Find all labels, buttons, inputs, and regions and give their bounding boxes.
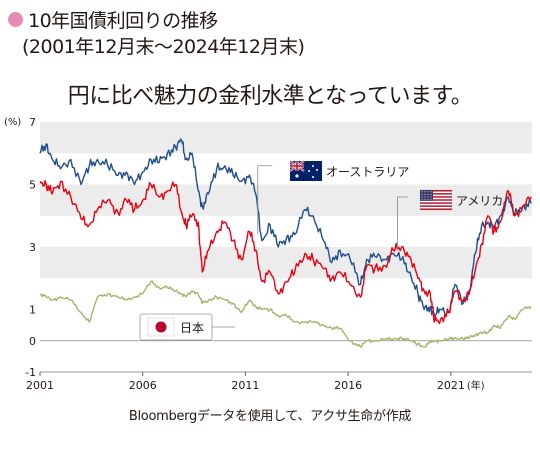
x-tick-label: 2016 bbox=[334, 379, 362, 392]
australia-flag bbox=[289, 160, 322, 181]
x-tick-label: 2021 bbox=[437, 379, 465, 392]
leader-line bbox=[257, 165, 273, 235]
chart-headline: 円に比べ魅力の金利水準となっています。 bbox=[67, 84, 473, 109]
title-row: 10年国債利回りの推移 bbox=[8, 6, 218, 33]
grid-band bbox=[40, 247, 532, 279]
x-tick-label: 2001 bbox=[26, 379, 54, 392]
y-tick-label: 5 bbox=[29, 179, 36, 192]
usa-flag bbox=[419, 189, 453, 211]
grid-band bbox=[40, 122, 532, 154]
y-tick-label: 3 bbox=[29, 241, 36, 254]
series-lines bbox=[39, 138, 532, 348]
x-tick-label: 2006 bbox=[129, 379, 157, 392]
x-tick-label: 2011 bbox=[231, 379, 259, 392]
chart-title: 10年国債利回りの推移 bbox=[28, 10, 218, 32]
y-tick-label: 7 bbox=[29, 116, 36, 129]
series-label-usa: アメリカ bbox=[456, 194, 503, 208]
series-line-japan bbox=[39, 280, 532, 348]
title-bullet-icon bbox=[8, 12, 23, 27]
y-tick-label: 0 bbox=[29, 335, 36, 348]
x-axis: 2001 2006 2011 2016 2021 (年) bbox=[26, 372, 485, 392]
y-unit-label: (%) bbox=[4, 117, 21, 128]
y-axis: -1 0 1 3 5 7 (%) bbox=[4, 116, 36, 379]
y-tick-label: 1 bbox=[29, 304, 36, 317]
grid-bands bbox=[40, 122, 532, 373]
series-line-australia bbox=[39, 138, 532, 317]
series-line-usa bbox=[39, 179, 532, 325]
series-label-australia: オーストラリア bbox=[326, 165, 409, 179]
chart-period: (2001年12月末～2024年12月末) bbox=[22, 36, 305, 58]
y-tick-label: -1 bbox=[25, 366, 36, 379]
source-caption: Bloombergデータを使用して、アクサ生命が作成 bbox=[128, 409, 412, 424]
leader-line bbox=[397, 196, 408, 251]
x-unit-label: (年) bbox=[467, 379, 485, 392]
japan-flag bbox=[147, 317, 175, 337]
series-label-japan: 日本 bbox=[180, 321, 204, 335]
